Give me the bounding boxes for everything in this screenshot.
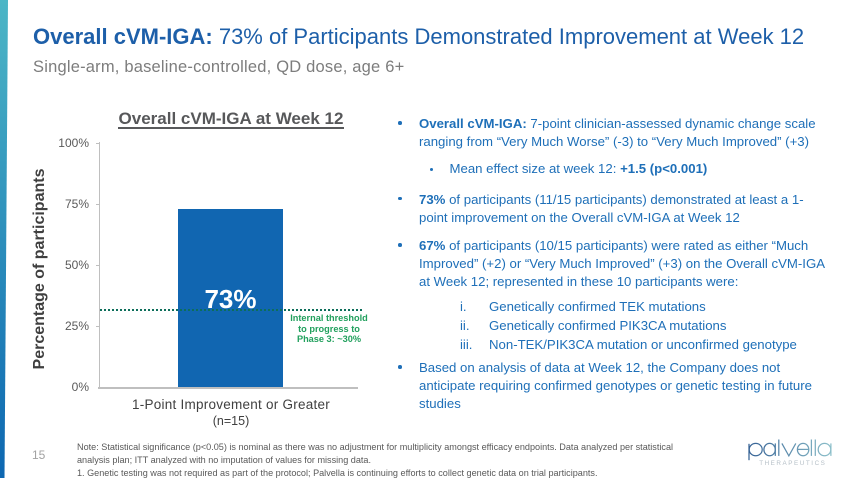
svg-text:THERAPEUTICS: THERAPEUTICS xyxy=(759,460,826,467)
